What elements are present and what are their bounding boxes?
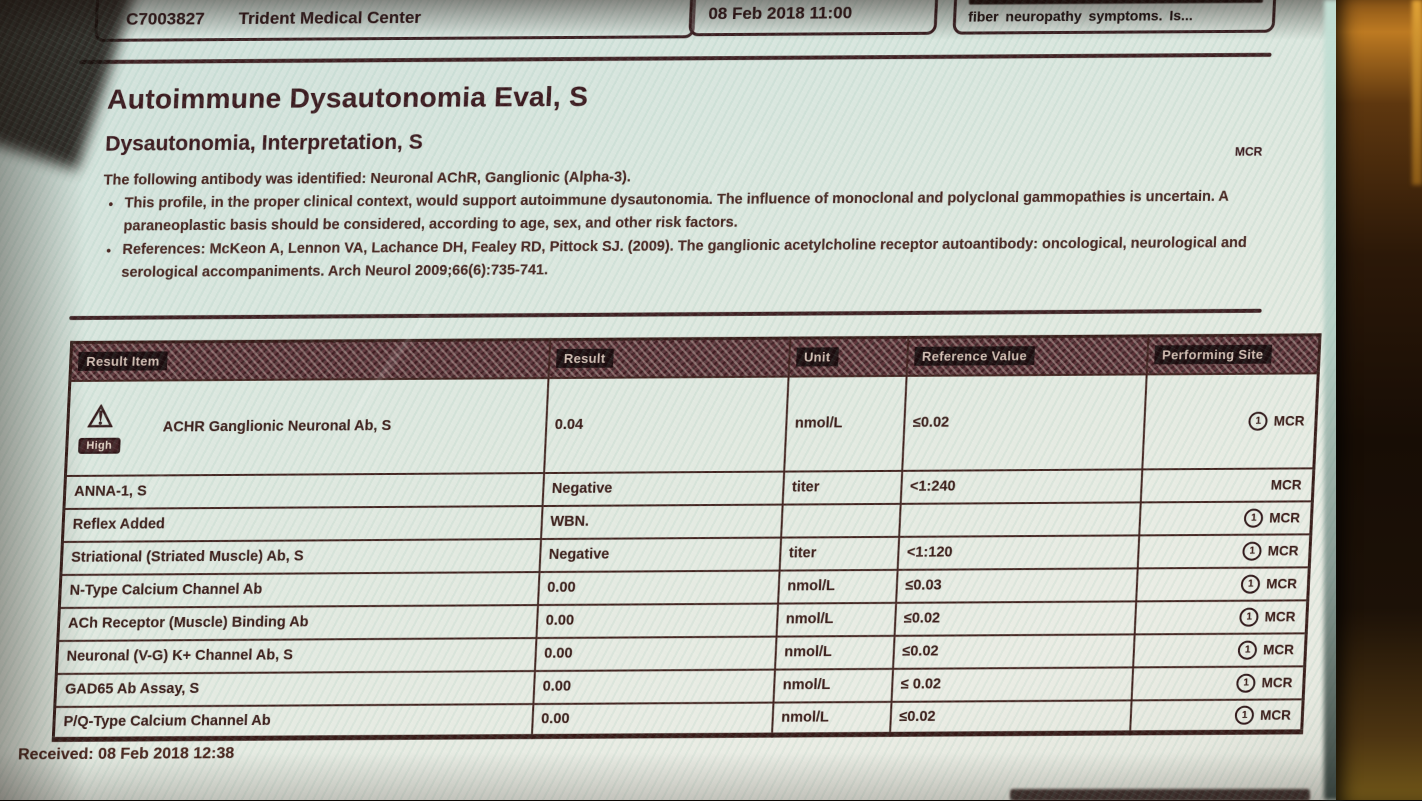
table-row: ⚠ High ACHR Ganglionic Neuronal Ab, S 0.04 n… — [65, 372, 1319, 476]
footnote-1-icon: 1 — [1248, 411, 1269, 431]
reference-value: ≤0.03 — [905, 577, 942, 594]
received-timestamp: Received: 08 Feb 2018 12:38 — [17, 744, 235, 764]
result-item-label: N-Type Calcium Channel Ab — [69, 581, 263, 599]
unit-value: nmol/L — [785, 611, 834, 628]
facility-name: Trident Medical Center — [238, 7, 422, 29]
performing-site-label: MCR — [1268, 509, 1301, 526]
footnote-1-icon: 1 — [1242, 541, 1263, 561]
performing-site-label: MCR — [1265, 575, 1298, 592]
footnote-1-icon: 1 — [1239, 607, 1260, 627]
unit-value: nmol/L — [780, 709, 830, 726]
performing-site-label: MCR — [1262, 641, 1295, 658]
performing-site-label: MCR — [1273, 412, 1305, 429]
footnote-1-icon: 1 — [1243, 508, 1264, 528]
column-header-result-item: Result Item — [77, 351, 169, 372]
collection-datetime-box: 08 Feb 2018 11:00 — [688, 0, 940, 37]
reference-value: ≤0.02 — [901, 643, 939, 660]
footnote-1-icon: 1 — [1234, 705, 1255, 725]
lab-report-document: C7003827 Trident Medical Center 08 Feb 2… — [18, 0, 1336, 800]
table-row: P/Q-Type Calcium Channel Ab 0.00 nmol/L ≤0.… — [53, 698, 1304, 740]
column-header-unit: Unit — [795, 347, 839, 367]
result-value: 0.00 — [546, 579, 576, 596]
result-value: Negative — [548, 546, 610, 563]
warning-triangle-icon: ⚠ — [86, 400, 115, 434]
reference-value: <1:120 — [906, 544, 953, 561]
unit-value: nmol/L — [786, 578, 836, 595]
reference-value: ≤0.02 — [912, 414, 950, 431]
performing-site-label: MCR — [1261, 674, 1293, 691]
column-header-performing-site: Performing Site — [1153, 344, 1272, 365]
result-item-label: P/Q-Type Calcium Channel Ab — [63, 712, 272, 731]
result-item-label: ANNA-1, S — [73, 483, 148, 500]
performing-site-label: MCR — [1264, 608, 1296, 625]
reference-value: ≤0.02 — [903, 610, 941, 627]
reference-bullet: References: McKeon A, Lennon VA, Lachanc… — [99, 232, 1261, 285]
footnote-1-icon: 1 — [1237, 640, 1258, 660]
performing-site-label: MCR — [1267, 542, 1299, 559]
accession-id: C7003827 — [125, 9, 206, 29]
monitor-bezel — [1336, 0, 1422, 800]
result-value: 0.00 — [542, 678, 572, 695]
result-item-label: GAD65 Ab Assay, S — [64, 681, 200, 698]
interpretation-bullet: This profile, in the proper clinical con… — [101, 186, 1263, 239]
result-value: 0.00 — [545, 612, 575, 629]
result-item-label: Reflex Added — [72, 516, 166, 533]
result-value: Negative — [551, 480, 613, 497]
result-value: 0.00 — [540, 711, 570, 728]
result-item-label: Neuronal (V-G) K+ Channel Ab, S — [66, 647, 294, 665]
section-title: Dysautonomia, Interpretation, S — [104, 130, 424, 156]
header-divider — [79, 52, 1272, 65]
footnote-1-icon: 1 — [1240, 574, 1261, 594]
unit-value: nmol/L — [794, 415, 843, 432]
unit-value: nmol/L — [782, 677, 831, 694]
report-title: Autoimmune Dysautonomia Eval, S — [106, 80, 589, 115]
column-header-reference-value: Reference Value — [913, 346, 1036, 367]
performing-site-label: MCR — [1270, 476, 1302, 493]
section-divider — [69, 308, 1262, 320]
performing-site-label: MCR — [1259, 707, 1292, 723]
result-value: WBN. — [549, 513, 590, 530]
order-comment-box: fiber neuropathy symptoms. Is... — [952, 0, 1278, 35]
bezel-highlight — [1412, 0, 1422, 185]
unit-value: nmol/L — [783, 644, 833, 661]
unit-value: titer — [791, 479, 820, 496]
abnormal-flag-badge: High — [78, 437, 121, 454]
cut-off-text-line — [1010, 789, 1310, 801]
reference-value: <1:240 — [909, 478, 956, 495]
collection-datetime: 08 Feb 2018 11:00 — [707, 3, 853, 24]
result-item-label: ACHR Ganglionic Neuronal Ab, S — [162, 417, 392, 436]
comment-snippet: fiber neuropathy symptoms. Is... — [967, 7, 1194, 25]
site-code-label: MCR — [1234, 144, 1263, 159]
reference-value: ≤0.02 — [898, 708, 936, 726]
result-item-label: Striational (Striated Muscle) Ab, S — [70, 548, 304, 566]
result-value: 0.00 — [543, 645, 573, 662]
result-item-label: ACh Receptor (Muscle) Binding Ab — [67, 614, 309, 632]
illegible-text-line — [968, 0, 1264, 5]
unit-value: titer — [788, 545, 817, 562]
result-value: 0.04 — [554, 416, 584, 433]
reference-value: ≤ 0.02 — [900, 676, 942, 693]
footnote-1-icon: 1 — [1236, 673, 1257, 693]
results-table: Result Item Result Unit Reference Value … — [51, 333, 1322, 742]
order-header-box: C7003827 Trident Medical Center — [94, 0, 698, 42]
column-header-result: Result — [555, 348, 614, 369]
interpretation-text: The following antibody was identified: N… — [99, 163, 1265, 285]
results-table-body: ⚠ High ACHR Ganglionic Neuronal Ab, S 0.04 n… — [53, 372, 1319, 740]
